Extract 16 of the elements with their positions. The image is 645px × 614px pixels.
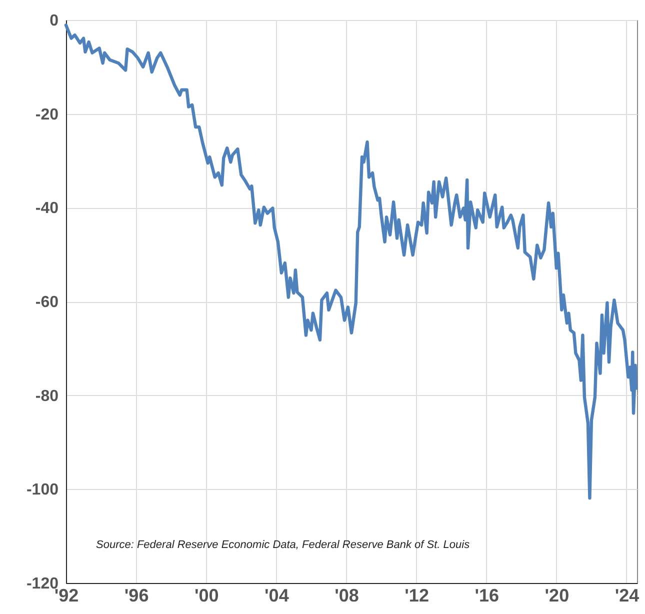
x-tick-label: '16 — [474, 586, 500, 606]
x-tick-label: '24 — [614, 586, 640, 606]
y-tick-label: 0 — [50, 12, 59, 30]
y-tick-label: -80 — [35, 388, 59, 405]
y-tick-label: -20 — [35, 106, 59, 124]
y-tick-label: -100 — [26, 482, 59, 499]
x-tick-label: '96 — [124, 586, 149, 606]
x-tick-label: '04 — [264, 586, 289, 606]
annotation: Source: Federal Reserve Economic Data, Federal Reserve Bank of St. Louis — [96, 539, 470, 551]
x-tick-label: '20 — [544, 586, 570, 606]
x-tick-label: '12 — [404, 586, 429, 606]
x-tick-label: '00 — [194, 586, 219, 606]
x-tick-label: '08 — [334, 586, 359, 606]
line-series — [64, 24, 638, 500]
y-tick-label: -60 — [35, 294, 59, 311]
y-tick-label: -40 — [35, 200, 59, 218]
